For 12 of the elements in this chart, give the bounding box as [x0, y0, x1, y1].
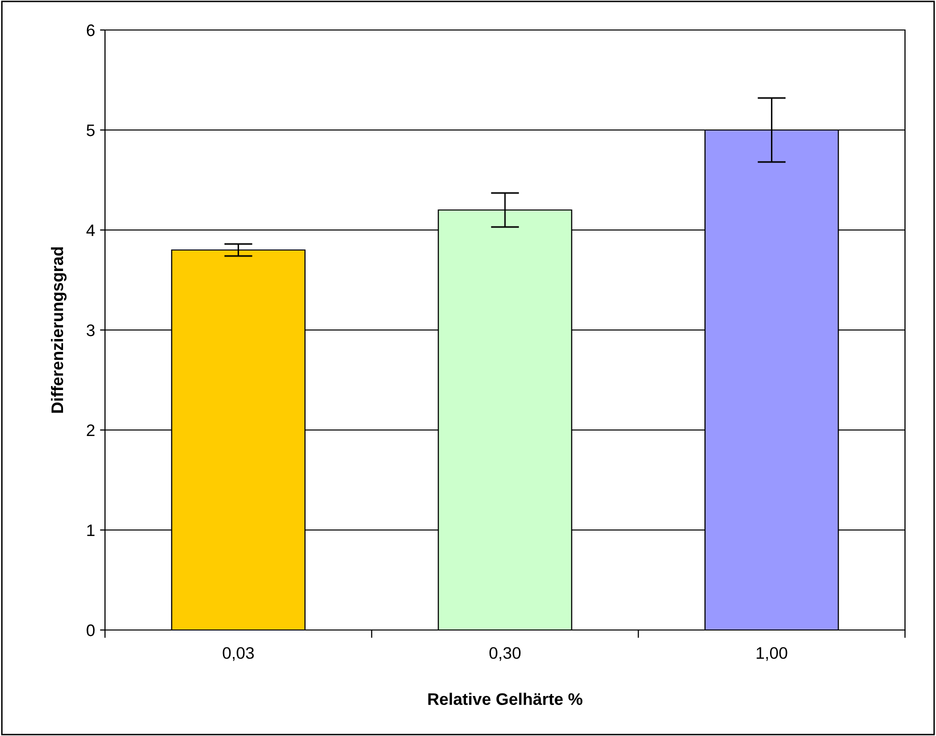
y-tick-label: 6 [86, 24, 95, 36]
x-tick-label: 0,30 [489, 647, 521, 661]
y-tick-label: 3 [86, 324, 95, 336]
x-tick-label: 0,03 [222, 647, 254, 661]
y-tick-label: 4 [86, 224, 95, 236]
y-tick-label: 5 [86, 124, 95, 136]
y-tick-label: 1 [87, 524, 94, 536]
y-axis-title: Differenzierungsgrad [50, 247, 67, 413]
x-tick-label: 1,00 [756, 647, 788, 661]
x-axis-title: Relative Gelhärte % [428, 692, 582, 705]
y-tick-label: 2 [86, 424, 94, 436]
y-tick-label: 0 [86, 624, 95, 636]
